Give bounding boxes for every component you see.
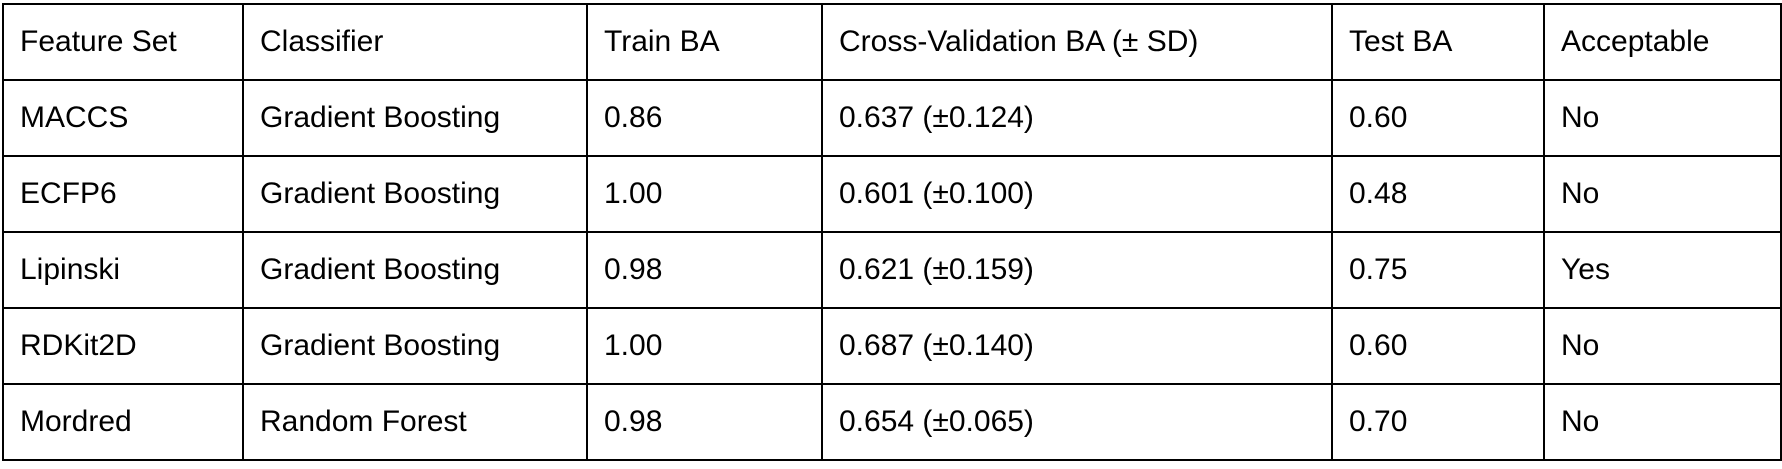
cell-cross-validation-ba: 0.601 (±0.100) bbox=[821, 155, 1333, 233]
cell-acceptable: No bbox=[1543, 155, 1782, 233]
cell-classifier: Gradient Boosting bbox=[242, 307, 588, 385]
cell-classifier: Random Forest bbox=[242, 383, 588, 461]
header-cross-validation-ba: Cross-Validation BA (± SD) bbox=[821, 3, 1333, 81]
cell-test-ba: 0.70 bbox=[1331, 383, 1545, 461]
cell-train-ba: 1.00 bbox=[586, 307, 823, 385]
table-row: MACCS Gradient Boosting 0.86 0.637 (±0.1… bbox=[2, 79, 1782, 157]
cell-train-ba: 1.00 bbox=[586, 155, 823, 233]
cell-test-ba: 0.60 bbox=[1331, 79, 1545, 157]
cell-acceptable: Yes bbox=[1543, 231, 1782, 309]
cell-cross-validation-ba: 0.687 (±0.140) bbox=[821, 307, 1333, 385]
table-body: MACCS Gradient Boosting 0.86 0.637 (±0.1… bbox=[2, 79, 1782, 461]
header-acceptable: Acceptable bbox=[1543, 3, 1782, 81]
cell-cross-validation-ba: 0.621 (±0.159) bbox=[821, 231, 1333, 309]
cell-cross-validation-ba: 0.654 (±0.065) bbox=[821, 383, 1333, 461]
header-test-ba: Test BA bbox=[1331, 3, 1545, 81]
header-train-ba: Train BA bbox=[586, 3, 823, 81]
cell-feature-set: ECFP6 bbox=[2, 155, 244, 233]
cell-cross-validation-ba: 0.637 (±0.124) bbox=[821, 79, 1333, 157]
cell-feature-set: MACCS bbox=[2, 79, 244, 157]
cell-test-ba: 0.60 bbox=[1331, 307, 1545, 385]
header-classifier: Classifier bbox=[242, 3, 588, 81]
cell-classifier: Gradient Boosting bbox=[242, 79, 588, 157]
cell-classifier: Gradient Boosting bbox=[242, 155, 588, 233]
table-row: ECFP6 Gradient Boosting 1.00 0.601 (±0.1… bbox=[2, 155, 1782, 233]
cell-classifier: Gradient Boosting bbox=[242, 231, 588, 309]
cell-test-ba: 0.48 bbox=[1331, 155, 1545, 233]
results-table: Feature Set Classifier Train BA Cross-Va… bbox=[2, 3, 1782, 461]
table-row: Mordred Random Forest 0.98 0.654 (±0.065… bbox=[2, 383, 1782, 461]
cell-train-ba: 0.86 bbox=[586, 79, 823, 157]
table-header: Feature Set Classifier Train BA Cross-Va… bbox=[2, 3, 1782, 81]
table-row: Lipinski Gradient Boosting 0.98 0.621 (±… bbox=[2, 231, 1782, 309]
table-row: RDKit2D Gradient Boosting 1.00 0.687 (±0… bbox=[2, 307, 1782, 385]
cell-train-ba: 0.98 bbox=[586, 231, 823, 309]
cell-feature-set: Mordred bbox=[2, 383, 244, 461]
cell-train-ba: 0.98 bbox=[586, 383, 823, 461]
cell-acceptable: No bbox=[1543, 79, 1782, 157]
cell-test-ba: 0.75 bbox=[1331, 231, 1545, 309]
results-table-container: Feature Set Classifier Train BA Cross-Va… bbox=[2, 3, 1782, 461]
header-row: Feature Set Classifier Train BA Cross-Va… bbox=[2, 3, 1782, 81]
cell-feature-set: Lipinski bbox=[2, 231, 244, 309]
cell-feature-set: RDKit2D bbox=[2, 307, 244, 385]
cell-acceptable: No bbox=[1543, 307, 1782, 385]
header-feature-set: Feature Set bbox=[2, 3, 244, 81]
cell-acceptable: No bbox=[1543, 383, 1782, 461]
